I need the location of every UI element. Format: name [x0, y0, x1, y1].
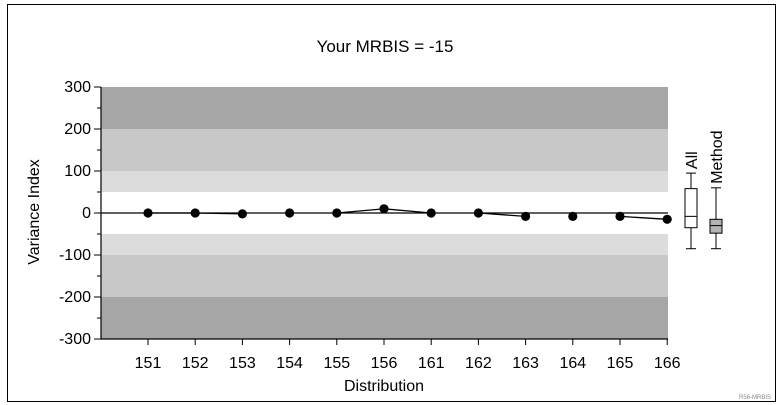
series-segment — [619, 215, 668, 220]
y-tick-label: 300 — [64, 79, 91, 96]
y-tick-label: 0 — [82, 205, 91, 222]
y-axis-label: Variance Index — [26, 159, 43, 265]
data-point — [615, 211, 625, 221]
footnote: R56-MRBIS — [739, 395, 771, 401]
x-tick-label: 154 — [276, 355, 303, 372]
data-point — [662, 214, 672, 224]
x-axis: 151 152 153 154 155 156 161 162 163 164 165 166 — [101, 338, 681, 372]
band-5 — [101, 255, 668, 297]
x-tick-label: 152 — [182, 355, 209, 372]
series-segment — [336, 208, 385, 214]
data-point — [473, 208, 483, 218]
y-tick-label: -100 — [59, 247, 91, 264]
data-point — [237, 209, 247, 219]
y-tick-label: 100 — [64, 163, 91, 180]
boxplot-all: All — [684, 151, 701, 250]
band-0 — [101, 87, 668, 129]
x-tick-label: 156 — [371, 355, 398, 372]
y-tick-label: -200 — [59, 289, 91, 306]
series-segment — [195, 212, 243, 215]
y-tick-label: 200 — [64, 121, 91, 138]
x-tick-label: 153 — [229, 355, 256, 372]
y-tick-label: -300 — [59, 331, 91, 348]
band-1 — [101, 129, 668, 171]
x-tick-label: 155 — [323, 355, 350, 372]
x-tick-label: 165 — [607, 355, 634, 372]
x-tick-label: 151 — [135, 355, 162, 372]
x-tick-label: 162 — [465, 355, 492, 372]
chart-title: Your MRBIS = -15 — [317, 37, 454, 56]
y-axis: 300 200 100 0 -100 -200 -300 — [59, 79, 102, 348]
data-point — [143, 208, 153, 218]
series-segment — [383, 208, 432, 214]
boxplot-label: All — [684, 151, 701, 169]
data-point — [379, 204, 389, 214]
x-tick-label: 163 — [512, 355, 539, 372]
x-tick-label: 164 — [559, 355, 586, 372]
data-point — [521, 211, 531, 221]
x-tick-label: 161 — [418, 355, 445, 372]
boxplots: All Method — [684, 130, 726, 250]
series-layer — [143, 204, 672, 224]
series-segment — [478, 212, 526, 218]
box-iqr — [684, 188, 698, 229]
band-6 — [101, 297, 668, 339]
data-point — [332, 208, 342, 218]
x-axis-label: Distribution — [344, 378, 424, 395]
data-point — [285, 208, 295, 218]
box-iqr — [709, 218, 723, 234]
band-2 — [101, 171, 668, 192]
boxplot-method: Method — [709, 130, 726, 250]
data-point — [190, 208, 200, 218]
boxplot-label: Method — [709, 130, 726, 183]
data-point — [568, 211, 578, 221]
band-4 — [101, 234, 668, 255]
x-tick-label: 166 — [654, 355, 681, 372]
data-point — [426, 208, 436, 218]
